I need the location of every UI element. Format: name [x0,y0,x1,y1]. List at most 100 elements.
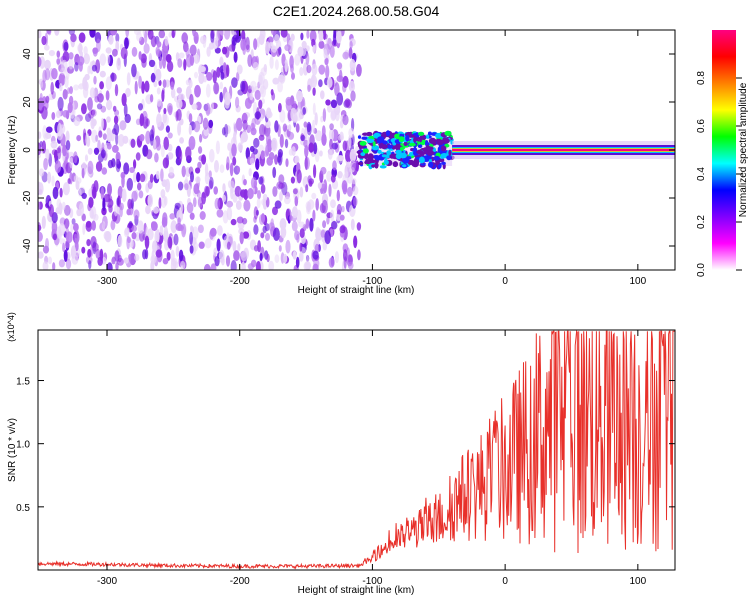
spectrogram-cell [328,128,335,142]
spectrogram-cell [100,149,106,159]
spectrogram-cell [252,148,258,155]
spectrogram-cell [162,157,169,169]
spectrogram-cell [327,104,332,113]
spectrogram-cell [106,54,111,65]
spectrogram-cell [208,170,212,178]
spectrogram-cell [280,30,288,38]
spectrogram-cell [110,219,116,231]
spectrogram-cell [233,51,238,63]
spectrogram-cell [210,263,217,270]
spectrogram-cell [131,190,138,202]
spectrogram-cell [131,46,138,57]
spectrogram-cell [88,196,94,209]
spectrogram-cell [371,164,375,168]
spectrogram-cell [222,183,226,193]
spectrogram-cell [328,257,335,268]
spectrogram-cell [38,56,42,68]
spectrogram-cell [45,148,50,161]
spectrogram-cell [178,249,184,262]
spectrogram-cell [188,124,192,135]
spectrogram-cell [82,223,86,236]
spectrogram-cell [85,133,90,147]
spectrogram-cell [249,157,255,165]
spectrogram-cell [119,206,123,218]
colorbar-label: Normalized spectral amplitude [738,82,749,217]
spectrogram-cell [304,156,308,171]
spectrogram-cell [89,87,96,99]
spectrogram-cell [99,248,104,262]
spectrogram-cell [48,50,56,57]
spectrogram-cell [202,36,207,49]
spectrogram-cell [183,58,187,71]
spectrogram-cell [47,30,52,36]
spectrogram-cell [242,217,248,225]
spectrogram-cell [343,256,347,269]
spectrogram-cell [81,213,86,222]
spectrogram-cell [112,105,117,112]
spectrogram-cell [306,64,312,74]
spectrogram-cell [103,193,111,203]
spectrogram-cell [336,203,342,215]
spectrogram-cell [186,202,194,214]
spectrogram-cell [45,95,50,104]
spectrogram-cell [247,263,255,270]
spectrogram-cell [154,152,159,163]
spectrogram-cell [285,239,291,254]
spectrogram-cell [225,255,231,267]
spectrogram-cell [329,123,334,131]
spectrogram-cell [54,30,60,36]
spectrogram-cell [193,241,198,252]
spectrogram-cell [344,98,351,108]
y-tick-label: 20 [22,96,33,108]
spectrogram-cell [327,37,332,50]
spectrogram-cell [279,191,283,202]
spectrogram-cell [279,134,284,148]
x-tick-label: -300 [97,276,117,287]
spectrogram-cell [62,89,68,100]
spectrogram-cell [54,160,62,174]
spectrogram-cell [38,201,41,210]
spectrogram-cell [221,256,225,266]
spectrogram-cell [213,186,218,195]
spectrogram-cell [159,225,164,236]
spectrogram-cell [50,81,54,95]
spectrogram-cell [428,137,437,144]
spectrogram-cell [96,38,101,52]
spectrogram-cell [198,72,205,85]
spectrogram-cell [158,56,163,70]
spectrogram-cell [219,81,223,90]
spectrogram-cell [62,242,66,253]
spectrogram-cell [52,186,59,200]
spectrogram-cell [144,30,148,44]
spectrogram-cell [173,261,179,269]
spectrogram-cell [201,154,207,165]
spectrogram-cell [160,168,164,182]
spectrogram-cell [78,188,82,197]
y-tick-label: -20 [22,190,33,205]
spectrogram-cell [128,220,133,229]
spectrogram-cell [44,44,50,51]
spectrogram-cell [266,133,271,147]
spectrogram-cell [440,153,449,159]
spectrogram-cell [374,155,382,161]
spectrogram-cell [73,233,78,243]
spectrogram-cell [240,250,248,262]
spectrogram-cell [65,130,70,143]
spectrogram-cell [100,117,104,130]
spectrogram-cell [277,148,283,158]
spectrogram-cell [292,188,298,195]
spectrogram-cell [324,57,329,66]
spectrogram-cell [334,251,339,264]
spectrogram-cell [114,204,118,217]
spectrogram-cell [317,182,322,190]
spectrogram-cell [240,133,245,144]
spectrogram-cell [400,146,404,152]
spectrogram-cell [208,42,215,50]
spectrogram-cell [65,239,70,249]
spectrogram-cell [70,223,74,233]
spectrogram-cell [219,56,224,67]
spectrogram-cell [306,30,310,39]
spectrogram-cell [419,135,424,140]
spectrogram-cell [121,93,127,107]
spectrogram-cell [175,245,180,257]
